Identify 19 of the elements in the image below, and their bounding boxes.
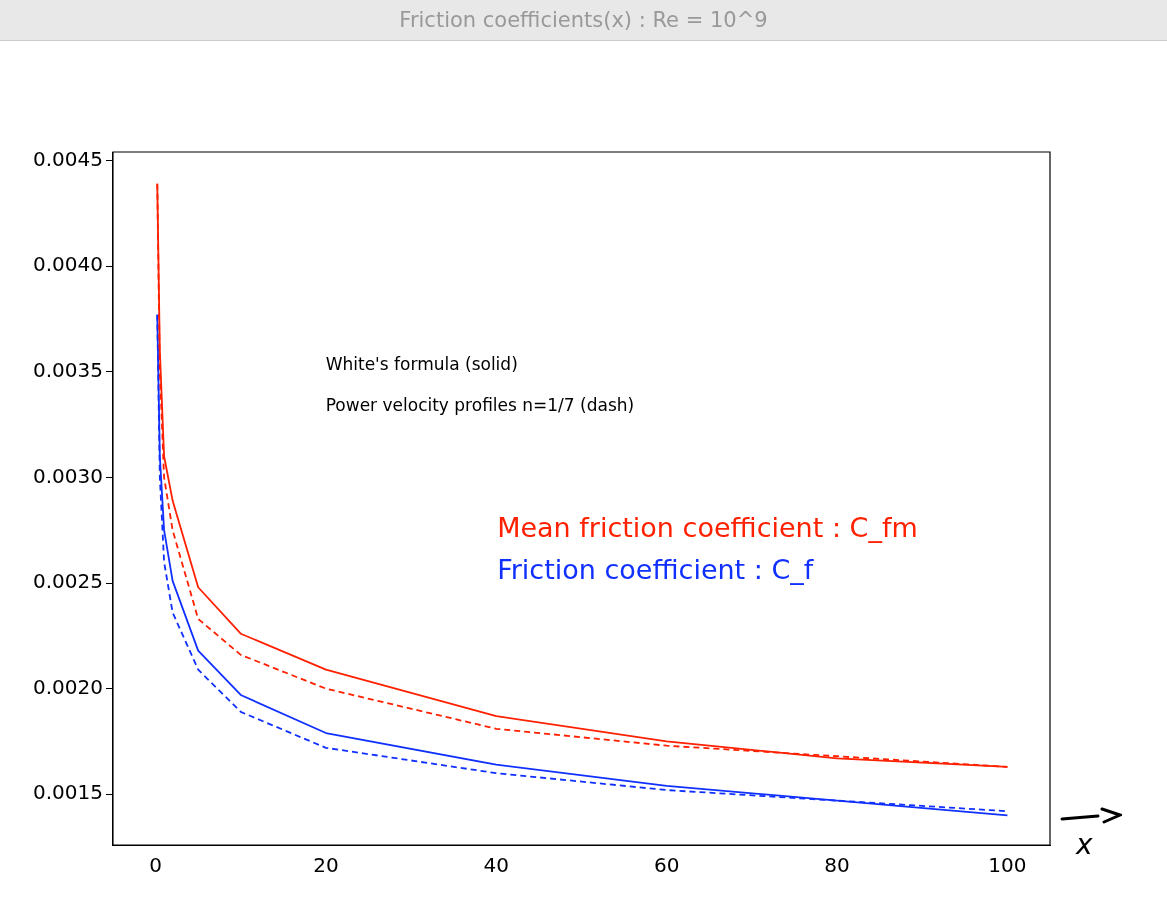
x-tick-label: 100 [988, 853, 1027, 878]
x-tick-label: 0 [149, 853, 162, 878]
y-tick-label: 0.0040 [33, 252, 103, 277]
text: Friction coefficient : C_f [497, 553, 815, 585]
y-tick-label: 0.0025 [33, 569, 103, 594]
y-tick-label: 0.0030 [33, 463, 103, 488]
x-tick-label: 40 [483, 853, 510, 878]
annotation: Power velocity profiles n=1/7 (dash) [325, 395, 635, 416]
x-tick-label: 80 [824, 853, 850, 878]
x-tick-label: 20 [313, 853, 339, 878]
chart-title: Friction coefficients(x) : Re = 10^9 [0, 0, 1167, 41]
y-tick-label: 0.0020 [33, 674, 103, 699]
annotation: White's formula (solid) [325, 353, 518, 374]
y-tick-label: 0.0045 [33, 146, 103, 171]
x-tick-label: 60 [653, 853, 680, 878]
x-axis-title: x [1076, 828, 1093, 861]
text: Mean friction coefficient : C_fm [497, 511, 918, 543]
y-tick-label: 0.0035 [33, 357, 103, 382]
y-tick-label: 0.0015 [33, 780, 103, 805]
